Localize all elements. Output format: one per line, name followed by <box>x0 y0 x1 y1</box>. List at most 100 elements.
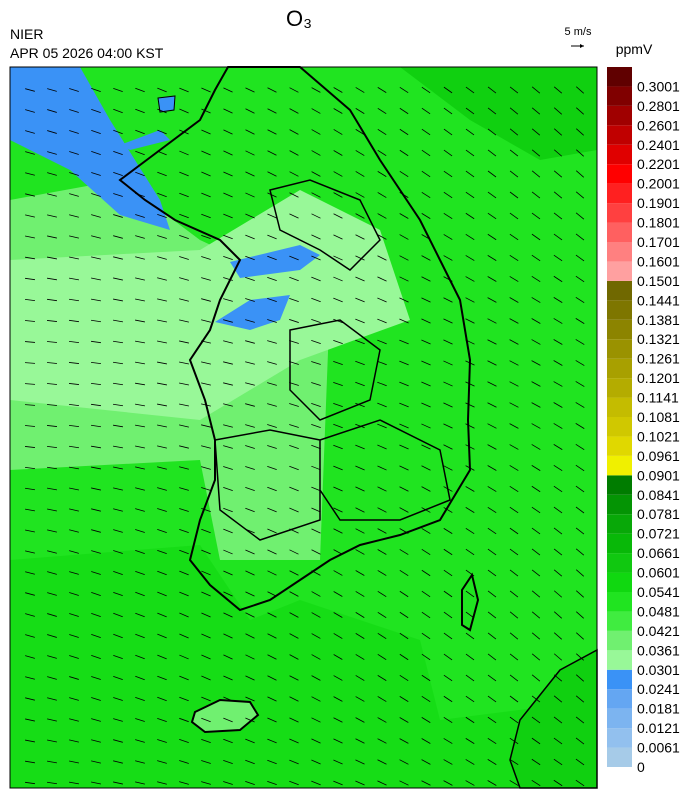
field-patch <box>230 245 320 278</box>
wind-arrow <box>245 340 255 344</box>
wind-arrow <box>443 716 453 724</box>
wind-arrow <box>311 87 321 93</box>
wind-arrow <box>399 696 409 702</box>
wind-arrow <box>223 781 233 785</box>
wind-arrow <box>267 87 277 93</box>
wind-arrow <box>24 446 36 448</box>
wind-arrow <box>201 319 211 323</box>
wind-arrow <box>399 717 409 723</box>
wind-arrow <box>311 507 321 513</box>
wind-arrow <box>113 633 123 639</box>
field-patch <box>10 67 597 160</box>
wind-arrow <box>223 255 233 261</box>
wind-arrow <box>68 424 80 428</box>
colorbar-box <box>607 417 632 437</box>
wind-arrow <box>135 129 145 135</box>
wind-arrow <box>553 254 563 262</box>
wind-arrow <box>91 298 101 302</box>
wind-arrow <box>399 149 409 157</box>
wind-arrow <box>91 508 101 512</box>
wind-arrow <box>245 738 255 744</box>
wind-arrow <box>509 590 519 598</box>
wind-arrow <box>245 150 255 156</box>
wind-arrow <box>575 170 585 178</box>
wind-arrow <box>135 256 145 260</box>
colorbar-box <box>607 728 632 748</box>
wind-arrow <box>25 550 35 554</box>
wind-arrow <box>311 738 321 744</box>
wind-arrow <box>245 255 255 261</box>
wind-arrow <box>223 507 233 513</box>
wind-arrow <box>465 716 475 724</box>
wind-arrow <box>377 381 387 387</box>
wind-arrow <box>69 508 79 512</box>
wind-arrow <box>267 150 277 156</box>
wind-arrow <box>421 149 431 157</box>
wind-arrow <box>531 402 541 408</box>
wind-arrow <box>531 632 541 640</box>
wind-arrow <box>267 528 277 534</box>
colorbar-label: 0.0661 <box>637 545 680 561</box>
wind-arrow <box>487 780 497 786</box>
wind-arrow <box>487 149 497 157</box>
wind-arrow <box>289 465 299 471</box>
wind-arrow <box>179 298 189 302</box>
wind-arrow <box>487 632 497 640</box>
wind-arrow <box>201 528 211 534</box>
wind-arrow <box>135 445 145 449</box>
wind-arrow <box>179 108 189 114</box>
wind-arrow <box>157 612 167 618</box>
wind-arrow <box>135 171 145 177</box>
wind-arrow <box>135 550 145 554</box>
wind-arrow <box>531 423 541 429</box>
wind-arrow <box>355 486 365 492</box>
wind-arrow <box>377 297 387 303</box>
wind-arrow <box>443 339 453 345</box>
wind-arrow <box>157 192 167 198</box>
wind-arrow <box>201 570 211 576</box>
wind-arrow <box>421 339 431 345</box>
wind-arrow <box>355 318 365 324</box>
map <box>9 66 598 789</box>
field-patch <box>157 95 176 113</box>
wind-arrow <box>47 676 57 680</box>
wind-arrow <box>553 318 563 324</box>
wind-arrow <box>377 149 387 157</box>
wind-arrow <box>443 465 453 471</box>
wind-arrow <box>267 486 277 492</box>
wind-arrow <box>399 759 409 765</box>
wind-arrow <box>245 591 255 597</box>
wind-arrow <box>47 256 57 260</box>
wind-arrow <box>399 170 409 178</box>
wind-arrow <box>289 234 299 240</box>
wind-arrow <box>179 549 189 555</box>
colorbar-label: 0.1901 <box>637 195 680 211</box>
wind-arrow <box>575 254 585 262</box>
wind-arrow <box>47 739 57 743</box>
wind-arrow <box>245 486 255 492</box>
wind-arrow <box>25 676 35 680</box>
wind-arrow <box>179 235 189 239</box>
wind-arrow <box>69 760 79 764</box>
source: NIER <box>10 26 43 42</box>
wind-arrow <box>135 192 145 198</box>
wind-arrow <box>355 297 365 303</box>
wind-arrow <box>267 445 277 449</box>
wind-arrow <box>421 653 431 661</box>
colorbar-label: 0.1321 <box>637 331 680 347</box>
wind-arrow <box>311 591 321 597</box>
wind-arrow <box>47 88 57 92</box>
wind-arrow <box>443 674 453 682</box>
colorbar-label: 0.1801 <box>637 215 680 231</box>
wind-arrow <box>531 569 541 577</box>
wind-arrow <box>509 737 519 745</box>
wind-arrow <box>575 506 585 514</box>
wind-arrow <box>465 381 475 387</box>
colorbar-box <box>607 436 632 456</box>
wind-arrow <box>399 611 409 619</box>
wind-arrow <box>443 318 453 324</box>
wind-arrow <box>531 381 541 387</box>
wind-arrow <box>69 235 79 239</box>
wind-arrow <box>377 717 387 723</box>
wind-arrow <box>465 234 475 240</box>
